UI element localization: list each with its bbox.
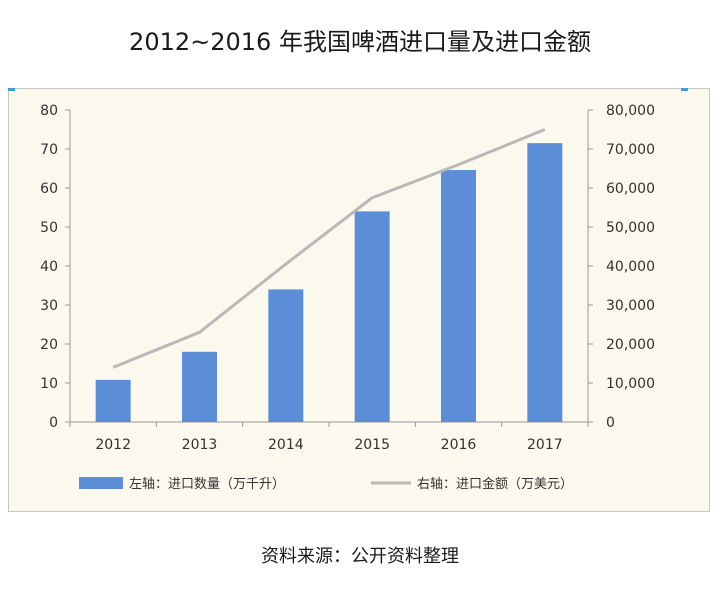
bar: [95, 379, 131, 422]
right-tick-label: 40,000: [606, 259, 655, 275]
frame-corner-left-marker: [8, 88, 15, 91]
bar: [182, 351, 217, 422]
right-tick-label: 60,000: [606, 181, 655, 197]
x-tick-label: 2016: [441, 437, 477, 453]
x-tick-label: 2017: [527, 437, 563, 453]
left-tick-label: 30: [40, 298, 58, 314]
x-tick-label: 2014: [268, 437, 304, 453]
source-note: 资料来源：公开资料整理: [261, 546, 459, 567]
bar: [527, 143, 563, 422]
right-tick-label: 30,000: [606, 298, 655, 314]
frame-corner-right-marker: [681, 88, 688, 91]
left-tick-label: 70: [40, 142, 58, 158]
right-tick-label: 80,000: [606, 103, 655, 119]
right-tick-label: 20,000: [606, 337, 655, 353]
left-tick-label: 20: [40, 337, 58, 353]
x-tick-label: 2012: [95, 437, 131, 453]
right-tick-label: 70,000: [606, 142, 655, 158]
left-tick-label: 10: [40, 376, 58, 392]
legend-line-label: 右轴：进口金额（万美元）: [417, 476, 573, 492]
bar: [441, 170, 476, 422]
line-series: [112, 128, 546, 369]
x-tick-label: 2013: [182, 437, 218, 453]
right-tick-label: 50,000: [606, 220, 655, 236]
right-tick-label: 0: [606, 415, 615, 431]
legend-bar-label: 左轴：进口数量（万千升）: [129, 477, 285, 492]
page-title: 2012~2016 年我国啤酒进口量及进口金额: [129, 28, 591, 56]
left-tick-label: 50: [40, 220, 58, 236]
left-tick-label: 80: [40, 103, 58, 119]
bar: [268, 289, 304, 422]
left-tick-label: 60: [40, 181, 58, 197]
right-tick-label: 10,000: [606, 376, 655, 392]
left-tick-label: 0: [49, 415, 58, 431]
x-tick-label: 2015: [354, 437, 390, 453]
bar: [354, 211, 390, 422]
left-tick-label: 40: [40, 259, 58, 275]
legend-bar-swatch: [79, 477, 123, 489]
